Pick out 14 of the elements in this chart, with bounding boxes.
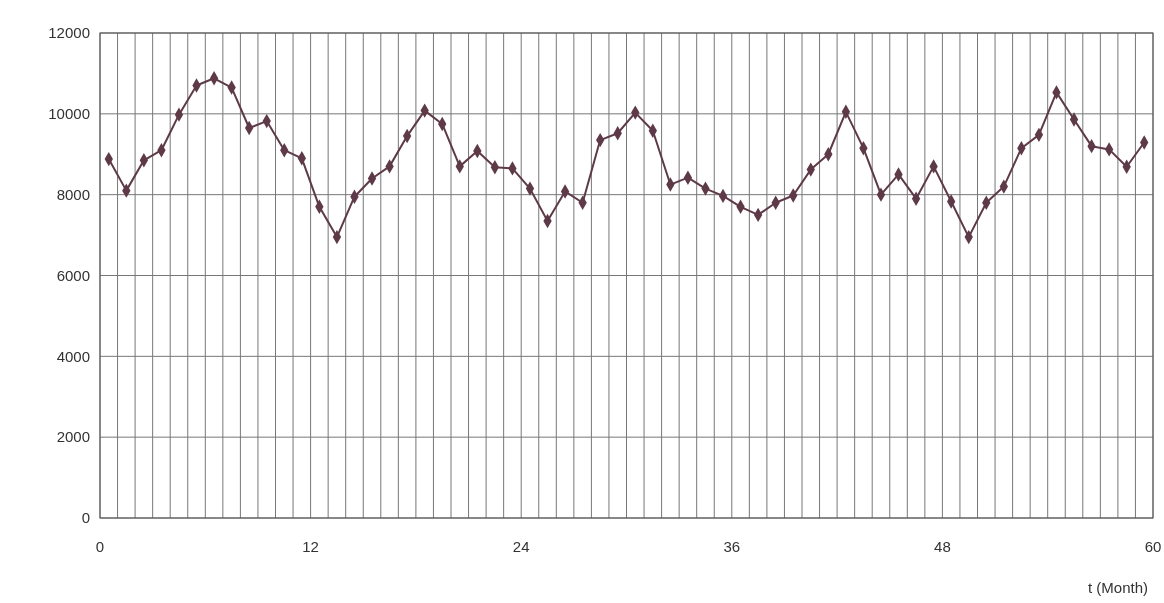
x-tick-label: 48 — [934, 538, 951, 555]
y-tick-label: 8000 — [56, 185, 90, 203]
x-tick-label: 24 — [512, 538, 530, 555]
y-tick-label: 6000 — [56, 266, 90, 284]
y-tick-label: 10000 — [48, 105, 90, 123]
x-tick-label: 60 — [1144, 538, 1162, 555]
y-tick-label: 12000 — [48, 24, 90, 42]
x-tick-label: 12 — [302, 538, 319, 555]
y-tick-label: 4000 — [56, 347, 90, 365]
x-tick-label: 36 — [723, 538, 741, 555]
x-tick-label: 0 — [95, 538, 105, 555]
y-tick-label: 2000 — [56, 428, 90, 446]
x-axis-title: t (Month) — [1087, 579, 1148, 596]
y-tick-label: 0 — [81, 509, 90, 527]
